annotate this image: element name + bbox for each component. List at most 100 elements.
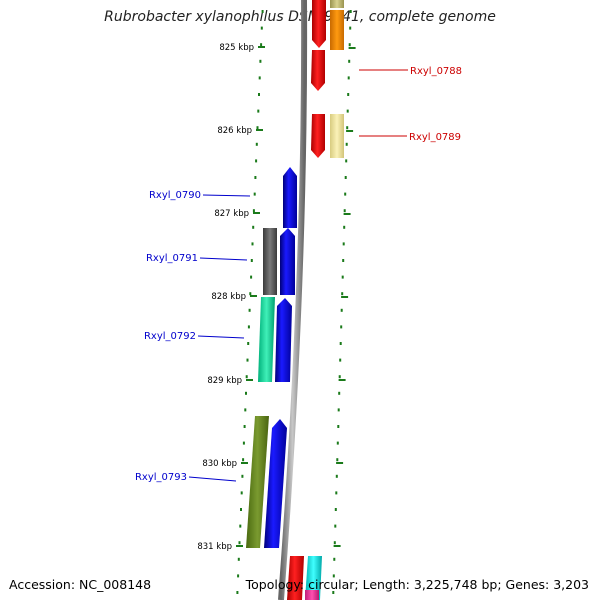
tick-label: 831 kbp [197, 542, 232, 552]
gene-block [275, 298, 292, 382]
outer-guide-dot [341, 292, 344, 296]
gene-block [311, 50, 325, 91]
inner-guide-dot [246, 358, 249, 362]
outer-guide-dot [335, 491, 338, 495]
outer-guide-dot [348, 43, 351, 47]
gene-label-rxyl-0792: Rxyl_0792 [144, 331, 196, 342]
outer-guide-dot [335, 474, 338, 478]
tick-label: 826 kbp [217, 126, 252, 136]
inner-guide-dot [244, 408, 247, 412]
genome-backbone [278, 0, 308, 600]
outer-guide-dot [349, 26, 352, 30]
gene-block [305, 590, 319, 600]
outer-guide-dot [332, 574, 335, 578]
gene-block [283, 167, 297, 228]
inner-guide-dot [240, 491, 243, 495]
gene-block [258, 297, 275, 382]
inner-guide-dot [252, 209, 255, 213]
outer-guide-dash [348, 47, 356, 49]
inner-guide-dot [258, 76, 261, 80]
tick-label: 830 kbp [202, 459, 237, 469]
inner-guide-dot [237, 574, 240, 578]
outer-guide-dot [336, 441, 339, 445]
gene-block [311, 114, 325, 158]
inner-guide-dot [250, 275, 253, 279]
outer-guide-dot [343, 209, 346, 213]
tick-label: 825 kbp [219, 43, 254, 53]
outer-guide-dot [332, 591, 335, 594]
outer-guide-dot [342, 242, 345, 246]
inner-guide-dot [239, 524, 242, 528]
gene-block [263, 228, 277, 295]
inner-guide-dot [260, 26, 263, 30]
outer-guide-dot [333, 541, 336, 545]
outer-guide-dot [347, 93, 350, 96]
outer-guide-dot [346, 126, 349, 130]
inner-guide-dot [258, 93, 260, 96]
inner-guide-dot [252, 225, 255, 229]
outer-guide-dot [340, 325, 343, 329]
gene-block [305, 556, 322, 600]
outer-guide-dot [345, 159, 348, 163]
gene-block [312, 0, 326, 48]
leader-line [199, 257, 248, 261]
outer-guide-dash [343, 213, 351, 215]
outer-guide-dot [333, 557, 336, 561]
gene-block [287, 556, 304, 600]
inner-guide-dot [251, 242, 254, 246]
outer-guide-dot [349, 10, 352, 13]
gene-label-rxyl-0791: Rxyl_0791 [146, 253, 198, 264]
outer-guide-dot [339, 342, 342, 345]
outer-guide-dot [337, 425, 340, 428]
gene-block [330, 0, 344, 8]
inner-guide-dot [253, 192, 256, 196]
gene-block [330, 114, 344, 158]
outer-guide-dot [343, 225, 346, 229]
outer-guide-dot [344, 176, 347, 179]
gene-label-rxyl-0793: Rxyl_0793 [135, 472, 187, 483]
gene-labels: Rxyl_0788 Rxyl_0789 Rxyl_0790 Rxyl_0791 … [135, 66, 462, 483]
forward-strand-genes [287, 0, 344, 600]
gene-label-rxyl-0788: Rxyl_0788 [410, 66, 462, 77]
inner-guide-dot [261, 10, 264, 13]
inner-guide-dot [260, 43, 263, 47]
outer-guide-dot [347, 76, 350, 80]
guide-tracks [236, 10, 356, 594]
gene-block [246, 416, 269, 548]
inner-guide-dot [250, 259, 253, 262]
outer-guide-dash [336, 462, 344, 464]
inner-guide-dot [245, 391, 247, 395]
outer-guide-dot [348, 59, 351, 63]
leader-line [202, 194, 251, 197]
inner-guide-dot [236, 591, 239, 594]
inner-guide-dot [237, 557, 240, 561]
scale-ticks: 825 kbp 826 kbp 827 kbp 828 kbp 829 kbp 830 k… [197, 43, 265, 552]
outer-guide-dot [340, 308, 343, 312]
gene-block [280, 228, 295, 295]
outer-guide-dot [338, 375, 341, 379]
map-title: Rubrobacter xylanophilus DSM 9941, compl… [104, 9, 496, 25]
outer-guide-dot [346, 109, 349, 113]
inner-guide-dot [257, 109, 260, 113]
outer-guide-dot [337, 408, 340, 412]
outer-guide-dot [341, 275, 344, 279]
inner-guide-dot [243, 425, 246, 428]
tick-label: 828 kbp [211, 292, 246, 302]
outer-guide-dot [345, 142, 348, 146]
tick-label: 827 kbp [214, 209, 249, 219]
inner-guide-dot [242, 458, 245, 462]
inner-guide-dot [242, 441, 245, 445]
leader-line [188, 476, 237, 482]
inner-guide-dot [245, 375, 248, 379]
inner-guide-dot [254, 176, 257, 179]
outer-guide-dot [338, 391, 341, 395]
outer-guide-dot [336, 458, 339, 462]
inner-guide-dot [241, 474, 244, 478]
outer-guide-dash [346, 130, 354, 132]
gene-block [264, 419, 287, 548]
gene-label-rxyl-0789: Rxyl_0789 [409, 132, 461, 143]
inner-guide-dot [255, 142, 258, 146]
inner-guide-dot [255, 159, 258, 163]
outer-guide-dot [334, 524, 337, 528]
